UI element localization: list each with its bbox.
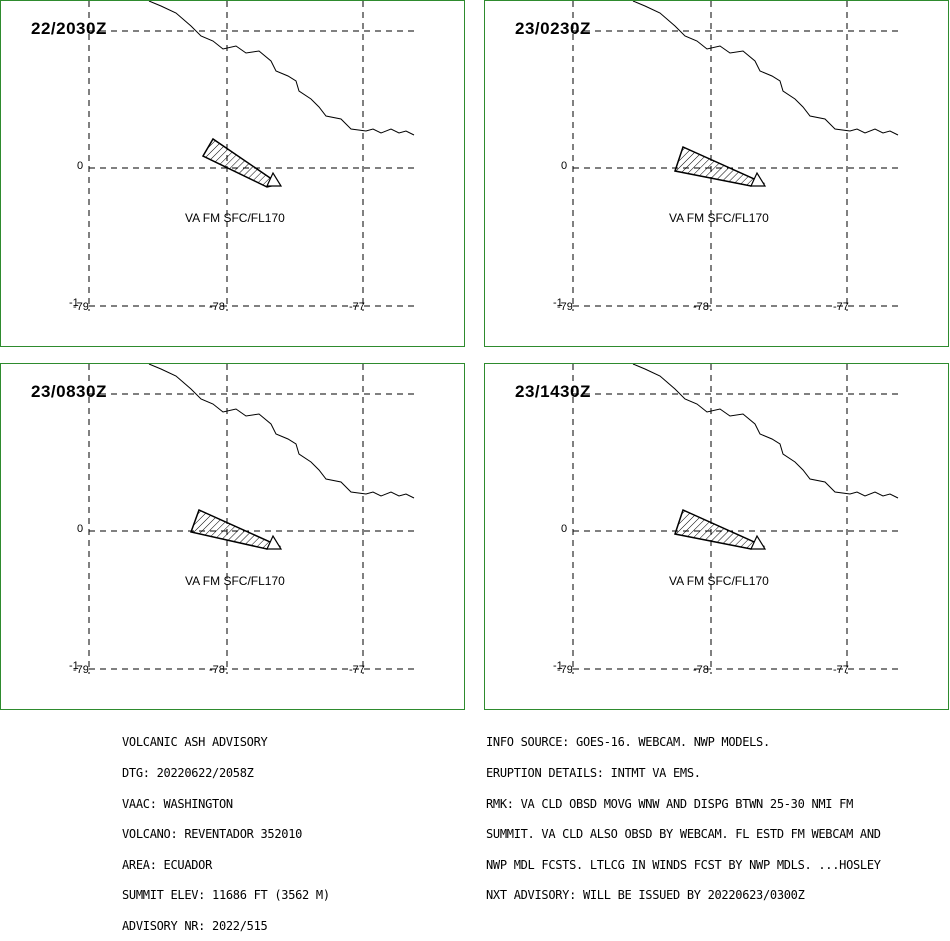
map-canvas: [572, 1, 900, 311]
lon-label: -79: [73, 664, 89, 676]
lon-label: -79: [73, 301, 89, 313]
map-panel-3: 23/0830Z VA FM SFC/FL170 0 -1 -79 -78 -7…: [0, 363, 465, 710]
advisory-vaac: VAAC: WASHINGTON: [122, 796, 233, 811]
graticule: [88, 1, 416, 311]
advisory-summit: SUMMIT ELEV: 11686 FT (3562 M): [122, 888, 330, 903]
advisory-number: ADVISORY NR: 2022/515: [122, 918, 268, 933]
lat-label: -1: [69, 297, 79, 309]
coastline: [148, 364, 415, 499]
coastline: [632, 364, 899, 499]
lon-label: -77: [349, 664, 365, 676]
panel-time: 23/0830Z: [31, 382, 107, 401]
advisory-remarks: INFO SOURCE: GOES-16. WEBCAM. NWP MODELS…: [486, 717, 881, 911]
advisory-volcano: VOLCANO: REVENTADOR 352010: [122, 827, 303, 842]
lon-label: -78: [209, 664, 225, 676]
graticule: [88, 364, 416, 674]
next-advisory: NXT ADVISORY: WILL BE ISSUED BY 20220623…: [486, 888, 805, 903]
lat-label: 0: [561, 523, 568, 535]
lat-label: -1: [553, 660, 563, 672]
panel-time: 22/2030Z: [31, 19, 107, 38]
lat-label: 0: [77, 523, 84, 535]
panel-time: 23/1430Z: [515, 382, 591, 401]
graticule: [572, 1, 900, 311]
advisory-dtg: DTG: 20220622/2058Z: [122, 766, 254, 780]
lat-label: -1: [553, 297, 563, 309]
lon-label: -77: [833, 301, 849, 313]
lat-label: 0: [561, 160, 568, 172]
map-canvas: [88, 364, 416, 674]
coastline: [148, 1, 415, 136]
map-panel-2: 23/0230Z VA FM SFC/FL170 0 -1 -79 -78 -7…: [484, 0, 949, 347]
lon-label: -78: [209, 301, 225, 313]
panel-time: 23/0230Z: [515, 19, 591, 38]
lat-label: 0: [77, 160, 84, 172]
lon-label: -77: [833, 664, 849, 676]
ash-cloud: [674, 508, 766, 550]
volcano-triangle: [750, 171, 767, 187]
ash-cloud: [201, 137, 281, 188]
map-canvas: [572, 364, 900, 674]
graticule: [572, 364, 900, 674]
map-panel-1: 22/2030Z VA FM SFC/FL170 0 -1 -79 -78 -7…: [0, 0, 465, 347]
lon-label: -78: [693, 301, 709, 313]
remarks-line: RMK: VA CLD OBSD MOVG WNW AND DISPG BTWN…: [486, 796, 854, 811]
lat-label: -1: [69, 660, 79, 672]
ash-level-label: VA FM SFC/FL170: [669, 211, 769, 225]
lon-label: -79: [557, 301, 573, 313]
info-source: INFO SOURCE: GOES-16. WEBCAM. NWP MODELS…: [486, 735, 770, 750]
ash-level-label: VA FM SFC/FL170: [669, 574, 769, 588]
volcano-triangle: [266, 534, 283, 550]
advisory-title: VOLCANIC ASH ADVISORY: [122, 735, 268, 750]
map-canvas: [88, 1, 416, 311]
advisory-area: AREA: ECUADOR: [122, 857, 213, 872]
lon-label: -77: [349, 301, 365, 313]
volcano-triangle: [266, 171, 283, 187]
remarks-line: SUMMIT. VA CLD ALSO OBSD BY WEBCAM. FL E…: [486, 827, 881, 842]
eruption-details: ERUPTION DETAILS: INTMT VA EMS.: [486, 766, 701, 780]
volcano-triangle: [750, 534, 767, 550]
lon-label: -79: [557, 664, 573, 676]
map-panel-4: 23/1430Z VA FM SFC/FL170 0 -1 -79 -78 -7…: [484, 363, 949, 710]
lon-label: -78: [693, 664, 709, 676]
ash-level-label: VA FM SFC/FL170: [185, 211, 285, 225]
ash-level-label: VA FM SFC/FL170: [185, 574, 285, 588]
coastline: [632, 1, 899, 136]
ash-cloud: [190, 508, 282, 550]
ash-cloud: [674, 145, 766, 187]
advisory-header: VOLCANIC ASH ADVISORY DTG: 20220622/2058…: [122, 717, 330, 941]
remarks-line: NWP MDL FCSTS. LTLCG IN WINDS FCST BY NW…: [486, 857, 881, 872]
